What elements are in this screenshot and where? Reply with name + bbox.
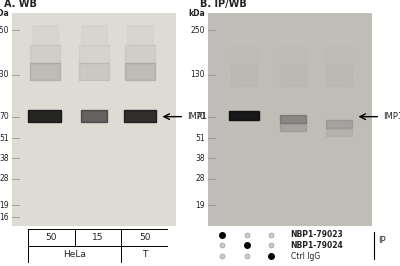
Text: B. IP/WB: B. IP/WB bbox=[200, 0, 246, 9]
Text: 15: 15 bbox=[92, 233, 104, 242]
Text: NBP1-79023: NBP1-79023 bbox=[291, 230, 344, 239]
Text: IMP1: IMP1 bbox=[188, 112, 208, 121]
Text: 38: 38 bbox=[0, 154, 9, 163]
Text: 28: 28 bbox=[195, 174, 205, 184]
Text: 51: 51 bbox=[0, 134, 9, 143]
Text: HeLa: HeLa bbox=[63, 250, 86, 259]
Text: 130: 130 bbox=[0, 70, 9, 79]
Text: 28: 28 bbox=[0, 174, 9, 184]
Text: 38: 38 bbox=[195, 154, 205, 163]
Text: 16: 16 bbox=[0, 213, 9, 222]
Text: 250: 250 bbox=[0, 26, 9, 35]
Text: A. WB: A. WB bbox=[4, 0, 37, 9]
Text: 130: 130 bbox=[190, 70, 205, 79]
Text: 51: 51 bbox=[195, 134, 205, 143]
Text: 70: 70 bbox=[195, 112, 205, 121]
Text: kDa: kDa bbox=[0, 9, 9, 18]
Text: Ctrl IgG: Ctrl IgG bbox=[291, 252, 320, 261]
Text: T: T bbox=[142, 250, 147, 259]
Text: IMP1: IMP1 bbox=[384, 112, 400, 121]
Text: IP: IP bbox=[378, 236, 386, 245]
Text: NBP1-79024: NBP1-79024 bbox=[291, 241, 344, 250]
Text: 50: 50 bbox=[139, 233, 150, 242]
Text: 19: 19 bbox=[0, 201, 9, 210]
Text: 19: 19 bbox=[195, 201, 205, 210]
Text: kDa: kDa bbox=[188, 9, 205, 18]
Text: 250: 250 bbox=[190, 26, 205, 35]
Text: 50: 50 bbox=[46, 233, 57, 242]
Text: 70: 70 bbox=[0, 112, 9, 121]
